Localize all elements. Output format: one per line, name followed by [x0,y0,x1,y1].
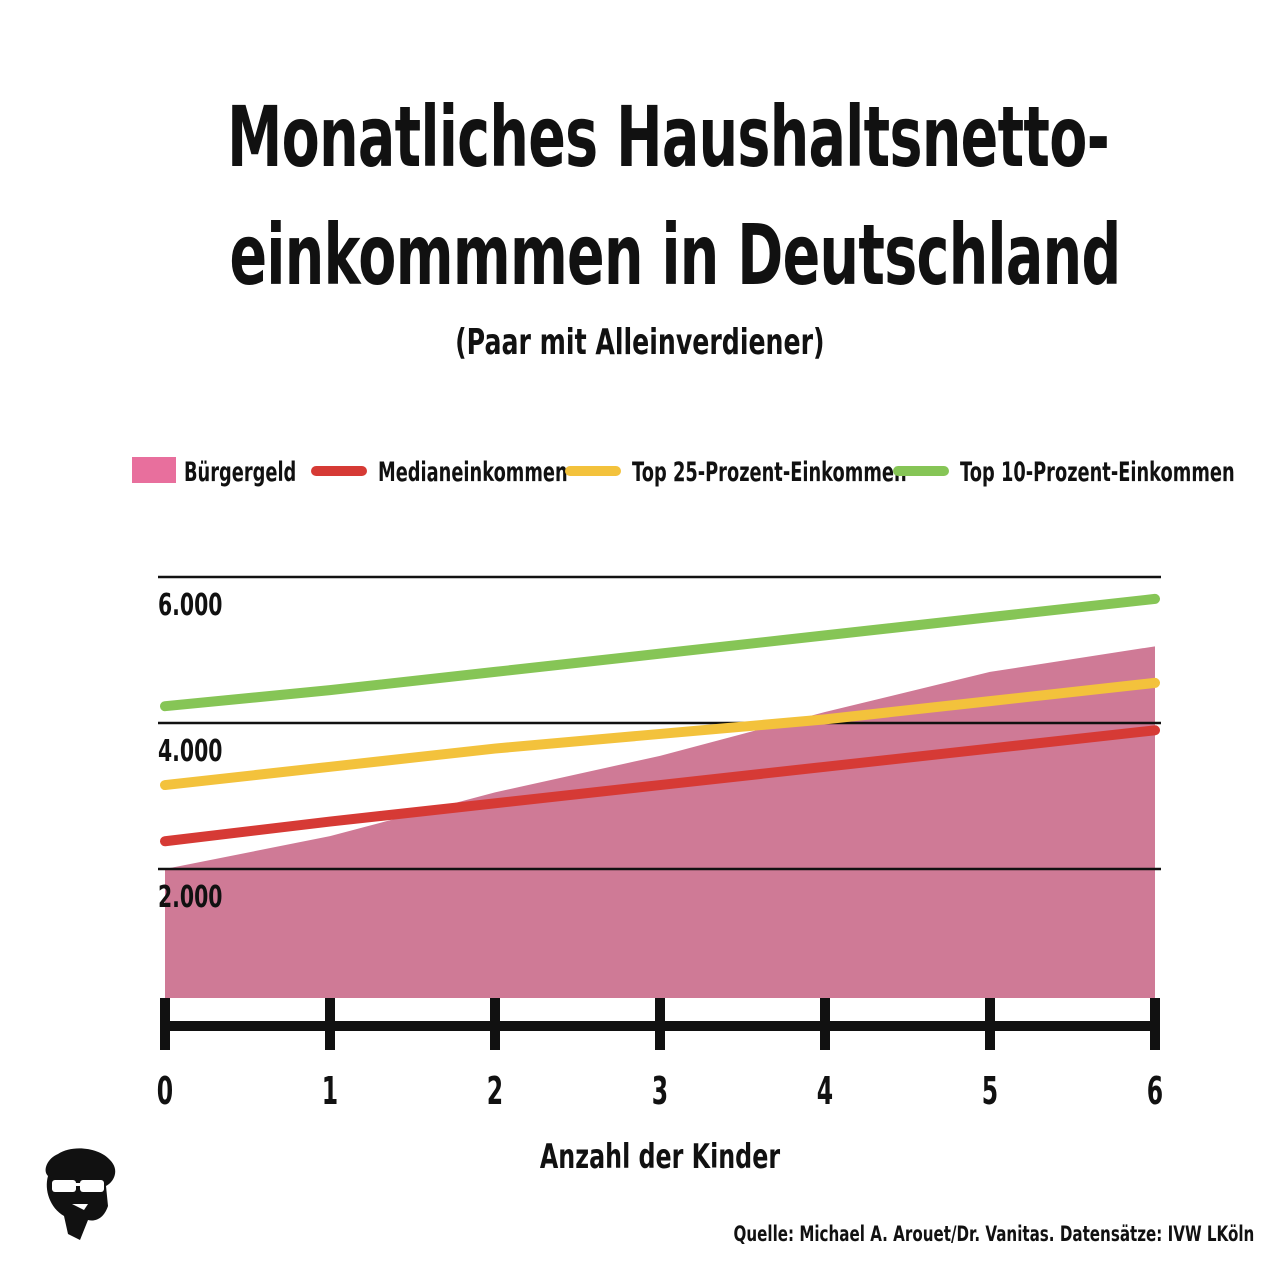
gridlines: 2.000 4.000 6.000 [158,575,1161,915]
chart-title: Monatliches Haushaltsnetto- einkommmen i… [0,78,1280,314]
area-b-rgergeld [165,646,1155,998]
legend-label: Bürgergeld [184,457,296,488]
legend-item-medianeinkommen: Medianeinkommen [311,457,568,488]
x-tick-label: 4 [817,1070,833,1113]
legend-label: Medianeinkommen [378,457,568,488]
chart-title-line-2: einkommmen in Deutschland [229,206,1121,304]
chart-subtitle: (Paar mit Alleinverdiener) [455,322,825,363]
line-medianeinkommen [160,725,1160,847]
y-tick-label: 6.000 [158,588,223,623]
x-tick-label: 5 [982,1070,998,1113]
chart-title-line-1: Monatliches Haushaltsnetto- [227,88,1110,186]
x-tick-label: 1 [322,1070,338,1113]
man-with-sunglasses-icon [45,1148,116,1240]
series-lines [160,593,1160,847]
legend-swatch [132,457,176,483]
legend-item-b-rgergeld: Bürgergeld [132,457,296,488]
x-axis-label: Anzahl der Kinder [540,1137,781,1176]
area-layer [165,646,1155,998]
legend-label: Top 10-Prozent-Einkommen [960,457,1235,488]
legend-label: Top 25-Prozent-Einkommen [632,457,907,488]
y-tick-label: 4.000 [158,734,223,769]
y-tick-label: 2.000 [158,880,223,915]
legend-item-top-10-prozent-einkommen: Top 10-Prozent-Einkommen [893,457,1235,488]
x-tick-label: 2 [487,1070,503,1113]
x-tick-label: 6 [1147,1070,1163,1113]
source-note: Quelle: Michael A. Arouet/Dr. Vanitas. D… [733,1222,1254,1246]
line-top-10-prozent-einkommen [160,593,1160,712]
legend-item-top-25-prozent-einkommen: Top 25-Prozent-Einkommen [565,457,907,488]
x-tick-label: 3 [652,1070,668,1113]
legend: Bürgergeld Medianeinkommen Top 25-Prozent-… [132,457,1235,488]
line-top-25-prozent-einkommen [160,677,1160,791]
x-tick-label: 0 [157,1070,173,1113]
x-axis: 0 1 2 3 4 5 6 [157,998,1163,1114]
